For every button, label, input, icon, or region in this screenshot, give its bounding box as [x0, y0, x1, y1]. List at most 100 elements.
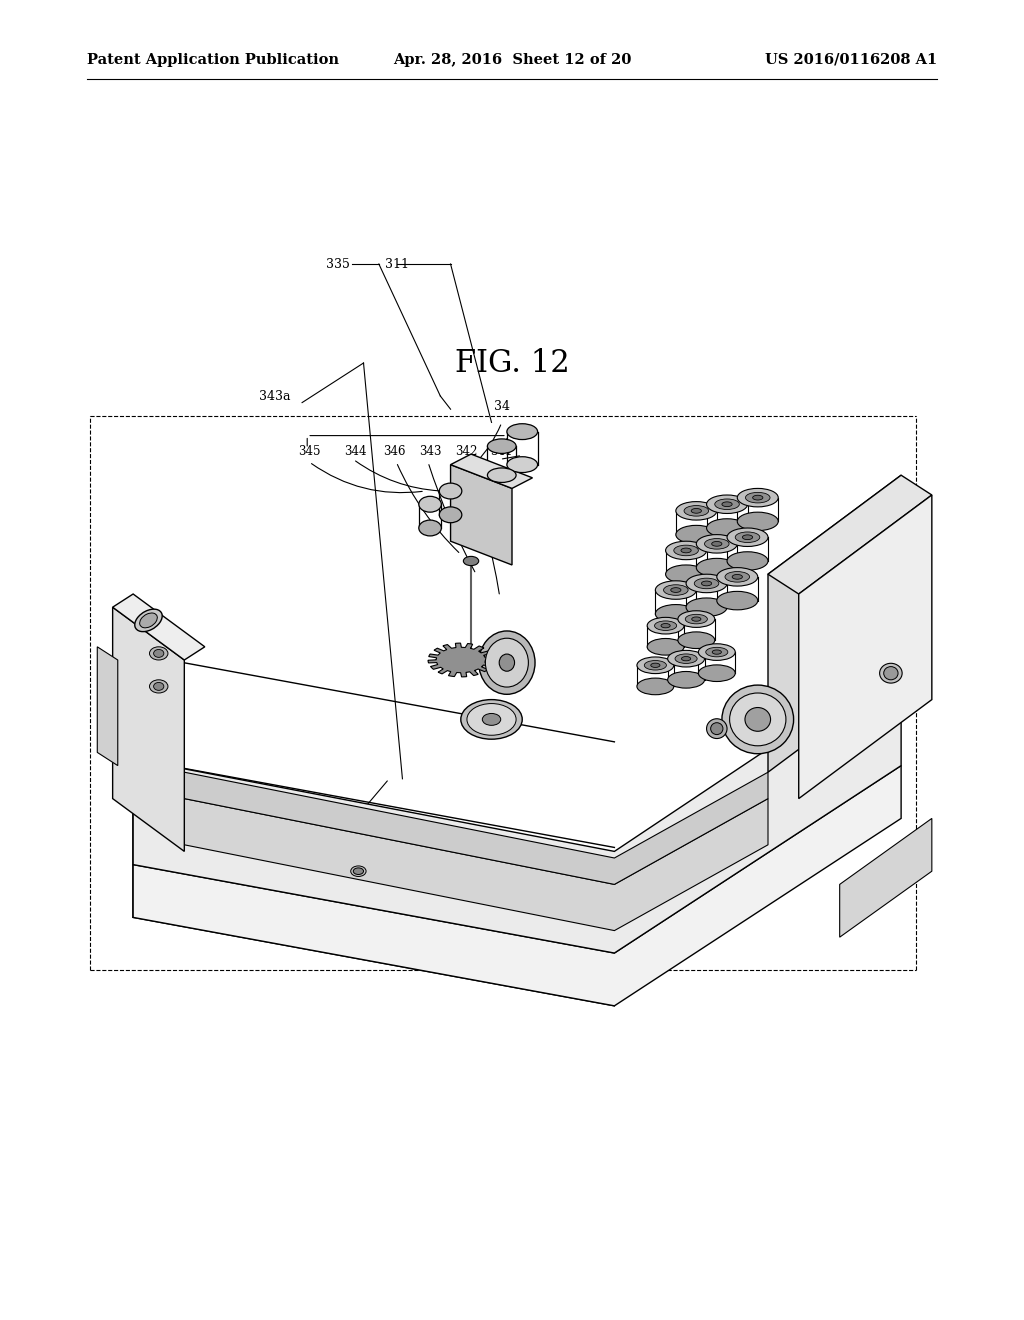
Ellipse shape [707, 495, 748, 513]
Text: 341: 341 [490, 445, 513, 458]
Ellipse shape [701, 581, 712, 586]
Polygon shape [133, 660, 901, 953]
Text: US 2016/0116208 A1: US 2016/0116208 A1 [765, 53, 937, 67]
Polygon shape [451, 454, 532, 488]
Ellipse shape [154, 649, 164, 657]
Ellipse shape [662, 623, 670, 628]
Polygon shape [768, 475, 901, 772]
Polygon shape [184, 799, 768, 931]
Ellipse shape [507, 424, 538, 440]
Ellipse shape [696, 535, 737, 553]
Text: FIG. 12: FIG. 12 [455, 347, 569, 379]
Ellipse shape [694, 578, 719, 589]
Ellipse shape [655, 605, 696, 623]
Ellipse shape [674, 545, 698, 556]
Ellipse shape [487, 438, 516, 453]
Text: 342: 342 [455, 445, 477, 458]
Ellipse shape [711, 722, 723, 734]
Ellipse shape [655, 581, 696, 599]
Ellipse shape [742, 535, 753, 540]
Ellipse shape [507, 457, 538, 473]
Text: 346: 346 [383, 445, 406, 458]
Ellipse shape [135, 609, 162, 632]
Ellipse shape [686, 598, 727, 616]
Text: Patent Application Publication: Patent Application Publication [87, 53, 339, 67]
Ellipse shape [485, 639, 528, 686]
Ellipse shape [419, 496, 441, 512]
Ellipse shape [675, 653, 697, 664]
Ellipse shape [350, 866, 367, 876]
Ellipse shape [698, 665, 735, 681]
Polygon shape [184, 772, 768, 884]
Ellipse shape [698, 644, 735, 660]
Ellipse shape [682, 656, 690, 661]
Ellipse shape [696, 558, 737, 577]
Ellipse shape [150, 647, 168, 660]
Ellipse shape [725, 572, 750, 582]
Ellipse shape [707, 519, 748, 537]
Ellipse shape [676, 525, 717, 544]
Ellipse shape [745, 492, 770, 503]
Ellipse shape [644, 660, 667, 671]
Ellipse shape [678, 632, 715, 648]
Ellipse shape [647, 639, 684, 655]
Ellipse shape [729, 693, 786, 746]
Ellipse shape [353, 869, 364, 874]
Ellipse shape [735, 532, 760, 543]
Ellipse shape [705, 539, 729, 549]
Polygon shape [799, 495, 932, 799]
Polygon shape [768, 475, 932, 594]
Polygon shape [840, 818, 932, 937]
Ellipse shape [637, 657, 674, 673]
Ellipse shape [154, 682, 164, 690]
Ellipse shape [713, 649, 721, 655]
Ellipse shape [684, 506, 709, 516]
Polygon shape [97, 647, 118, 766]
Ellipse shape [884, 667, 898, 680]
Text: ◇: ◇ [287, 805, 297, 818]
Ellipse shape [419, 520, 441, 536]
Ellipse shape [707, 718, 727, 739]
Ellipse shape [671, 587, 681, 593]
Ellipse shape [439, 483, 462, 499]
Ellipse shape [647, 618, 684, 634]
Ellipse shape [681, 548, 691, 553]
Ellipse shape [686, 574, 727, 593]
Ellipse shape [722, 502, 732, 507]
Polygon shape [113, 594, 205, 660]
Ellipse shape [712, 541, 722, 546]
Ellipse shape [727, 552, 768, 570]
Text: 34: 34 [494, 400, 510, 413]
Ellipse shape [685, 614, 708, 624]
Ellipse shape [666, 565, 707, 583]
Polygon shape [451, 465, 512, 565]
Ellipse shape [651, 663, 659, 668]
Ellipse shape [666, 541, 707, 560]
Ellipse shape [691, 508, 701, 513]
Ellipse shape [654, 620, 677, 631]
Ellipse shape [737, 512, 778, 531]
Ellipse shape [753, 495, 763, 500]
Ellipse shape [461, 700, 522, 739]
Ellipse shape [717, 568, 758, 586]
Polygon shape [428, 643, 494, 677]
Ellipse shape [732, 574, 742, 579]
Ellipse shape [637, 678, 674, 694]
Ellipse shape [678, 611, 715, 627]
Ellipse shape [439, 507, 462, 523]
Ellipse shape [139, 612, 158, 628]
Ellipse shape [500, 653, 514, 671]
Ellipse shape [715, 499, 739, 510]
Ellipse shape [150, 680, 168, 693]
Text: 343: 343 [419, 445, 441, 458]
Ellipse shape [668, 651, 705, 667]
Ellipse shape [722, 685, 794, 754]
Ellipse shape [745, 708, 770, 731]
Ellipse shape [482, 713, 501, 726]
Ellipse shape [676, 502, 717, 520]
Text: 311: 311 [385, 257, 410, 271]
Ellipse shape [478, 631, 535, 694]
Ellipse shape [487, 467, 516, 482]
Ellipse shape [737, 488, 778, 507]
Text: Apr. 28, 2016  Sheet 12 of 20: Apr. 28, 2016 Sheet 12 of 20 [393, 53, 631, 67]
